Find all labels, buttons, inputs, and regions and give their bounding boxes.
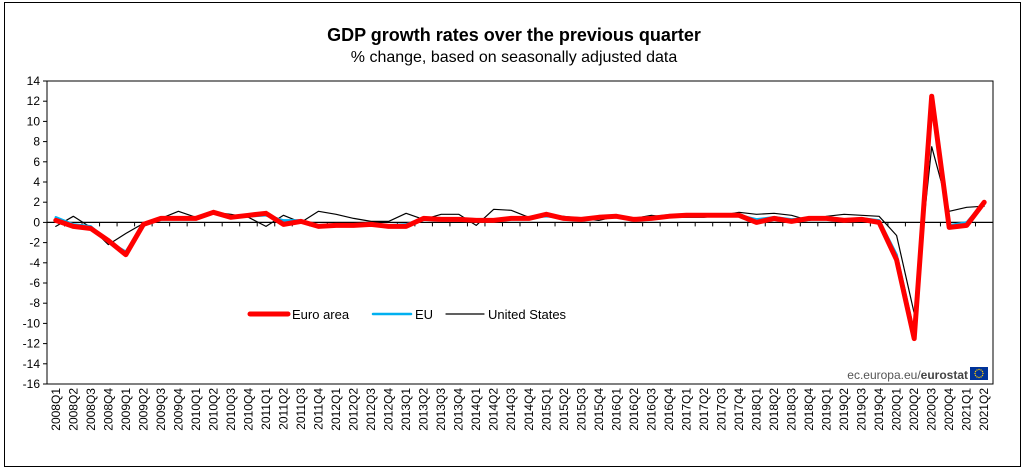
x-tick-label: 2016Q3 bbox=[644, 388, 658, 431]
x-tick-label: 2008Q3 bbox=[84, 388, 98, 431]
x-tick-label: 2008Q1 bbox=[49, 388, 63, 431]
x-tick-label: 2009Q1 bbox=[119, 388, 133, 431]
x-tick-label: 2010Q1 bbox=[189, 388, 203, 431]
y-tick-label: -12 bbox=[23, 337, 41, 351]
series-lines bbox=[53, 93, 987, 342]
flag-star bbox=[976, 376, 978, 378]
y-tick-label: 4 bbox=[33, 175, 40, 189]
credit-brand: eurostat bbox=[921, 368, 968, 382]
x-tick-label: 2015Q4 bbox=[592, 388, 606, 431]
y-tick-label: 10 bbox=[27, 114, 41, 128]
x-tick-label: 2012Q2 bbox=[347, 388, 361, 431]
x-tick-label: 2017Q2 bbox=[697, 388, 711, 431]
x-tick-label: 2021Q2 bbox=[977, 388, 991, 431]
legend-label: United States bbox=[488, 307, 567, 322]
y-tick-label: 0 bbox=[33, 215, 40, 229]
x-tick-label: 2016Q2 bbox=[627, 388, 641, 431]
flag-star bbox=[976, 369, 978, 371]
x-tick-label: 2012Q4 bbox=[382, 388, 396, 431]
x-tick-label: 2018Q2 bbox=[767, 388, 781, 431]
flag-background bbox=[970, 367, 988, 380]
chart-subtitle: % change, based on seasonally adjusted d… bbox=[350, 49, 678, 66]
y-tick-label: 14 bbox=[27, 74, 41, 88]
y-tick-label: -16 bbox=[23, 377, 41, 391]
x-tick-label: 2008Q4 bbox=[101, 388, 115, 431]
x-tick-label: 2018Q3 bbox=[785, 388, 799, 431]
x-tick-label: 2009Q4 bbox=[171, 388, 185, 431]
flag-star bbox=[982, 372, 984, 375]
x-tick-label: 2011Q4 bbox=[312, 388, 326, 430]
x-tick-label: 2013Q3 bbox=[434, 388, 448, 431]
x-tick-label: 2014Q4 bbox=[522, 388, 536, 431]
x-tick-label: 2015Q1 bbox=[539, 388, 553, 431]
x-tick-label: 2018Q1 bbox=[750, 388, 764, 431]
flag-star bbox=[980, 376, 982, 378]
y-tick-label: 8 bbox=[33, 135, 40, 149]
series-line-euro-area bbox=[53, 93, 987, 342]
x-tick-label: 2020Q1 bbox=[890, 388, 904, 431]
x-tick-label: 2019Q1 bbox=[820, 388, 834, 431]
x-tick-label: 2018Q4 bbox=[802, 388, 816, 431]
legend: Euro area EU United States bbox=[247, 307, 567, 322]
y-tick-label: 12 bbox=[27, 94, 41, 108]
x-tick-label: 2013Q4 bbox=[452, 388, 466, 431]
x-tick-label: 2014Q2 bbox=[487, 388, 501, 431]
flag-star bbox=[980, 369, 982, 371]
x-tick-label: 2015Q2 bbox=[557, 388, 571, 431]
y-tick-label: -2 bbox=[29, 236, 40, 250]
x-tick-label: 2010Q3 bbox=[224, 388, 238, 431]
x-tick-label: 2013Q2 bbox=[417, 388, 431, 431]
x-tick-label: 2021Q1 bbox=[960, 388, 974, 431]
x-tick-label: 2017Q4 bbox=[732, 388, 746, 431]
eu-flag-icon bbox=[970, 367, 988, 380]
x-tick-label: 2009Q3 bbox=[154, 388, 168, 431]
x-tick-label: 2011Q1 bbox=[259, 388, 273, 430]
flag-star bbox=[974, 370, 977, 373]
x-tick-label: 2013Q1 bbox=[399, 388, 413, 431]
y-tick-label: -8 bbox=[29, 296, 40, 310]
x-tick-label: 2012Q3 bbox=[364, 388, 378, 431]
y-tick-label: -10 bbox=[23, 316, 41, 330]
x-tick-label: 2020Q3 bbox=[925, 388, 939, 431]
x-tick-label: 2012Q1 bbox=[329, 388, 343, 431]
legend-label: Euro area bbox=[292, 307, 350, 322]
flag-star bbox=[974, 372, 976, 375]
chart-title: GDP growth rates over the previous quart… bbox=[327, 25, 701, 45]
y-tick-label: -14 bbox=[23, 357, 41, 371]
x-tick-label: 2020Q2 bbox=[907, 388, 921, 431]
x-tick-label: 2014Q3 bbox=[504, 388, 518, 431]
source-credit: ec.europa.eu/eurostat bbox=[847, 367, 988, 382]
x-tick-label: 2017Q1 bbox=[679, 388, 693, 431]
x-tick-label: 2011Q3 bbox=[294, 388, 308, 430]
x-tick-label: 2015Q3 bbox=[574, 388, 588, 431]
flag-star bbox=[978, 368, 980, 371]
x-tick-label: 2017Q3 bbox=[714, 388, 728, 431]
legend-label: EU bbox=[415, 307, 433, 322]
credit-source: ec.europa.eu/ bbox=[847, 368, 921, 382]
x-tick-label: 2010Q2 bbox=[206, 388, 220, 431]
y-tick-label: 2 bbox=[33, 195, 40, 209]
x-tick-label: 2019Q4 bbox=[872, 388, 886, 431]
x-tick-label: 2020Q4 bbox=[942, 388, 956, 431]
flag-star bbox=[974, 374, 977, 377]
y-tick-label: 6 bbox=[33, 155, 40, 169]
x-tick-label: 2016Q1 bbox=[609, 388, 623, 431]
flag-star bbox=[981, 374, 984, 377]
x-tick-label: 2014Q1 bbox=[469, 388, 483, 431]
x-tick-label: 2019Q2 bbox=[837, 388, 851, 431]
y-tick-label: -6 bbox=[29, 276, 40, 290]
y-tick-label: -4 bbox=[29, 256, 40, 270]
x-tick-label: 2009Q2 bbox=[136, 388, 150, 431]
x-tick-label: 2011Q2 bbox=[277, 388, 291, 430]
x-tick-label: 2010Q4 bbox=[241, 388, 255, 431]
flag-star bbox=[981, 370, 984, 373]
credit-text: ec.europa.eu/eurostat bbox=[847, 368, 968, 382]
flag-star bbox=[978, 376, 980, 379]
x-tick-label: 2008Q2 bbox=[66, 388, 80, 431]
x-tick-label: 2019Q3 bbox=[855, 388, 869, 431]
x-tick-label: 2016Q4 bbox=[662, 388, 676, 431]
plot-area bbox=[46, 80, 994, 385]
